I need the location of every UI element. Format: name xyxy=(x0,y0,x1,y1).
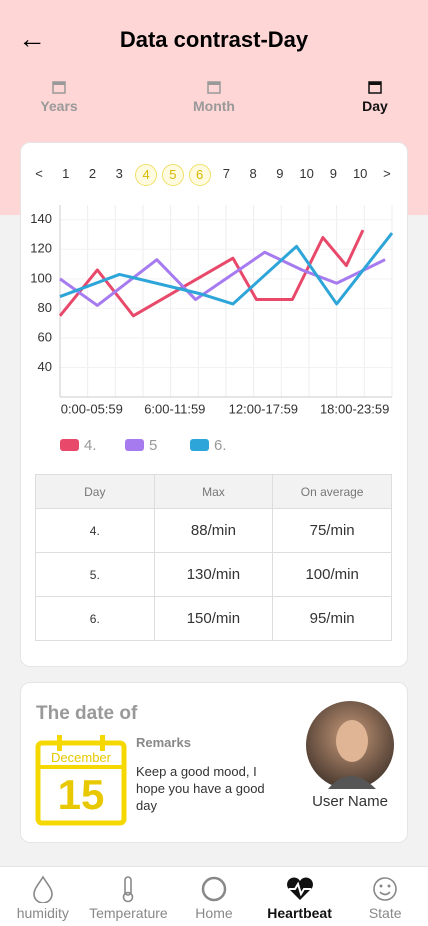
tab[interactable]: Month xyxy=(164,80,264,114)
page-item[interactable]: 9 xyxy=(329,166,338,181)
icon xyxy=(368,81,382,94)
series-line xyxy=(58,229,365,318)
page-item[interactable]: 10 xyxy=(352,166,368,181)
nav-icon xyxy=(201,876,227,902)
chart: 40 60 80 100 120 140 0:00-05:59 6:00-11:59 12:00… xyxy=(30,205,394,454)
next[interactable]: > xyxy=(383,166,391,181)
page-item[interactable]: 3 xyxy=(115,166,123,181)
nav-icon xyxy=(123,876,134,903)
nav-item[interactable]: State xyxy=(342,867,428,926)
icon xyxy=(207,81,221,94)
nav-item[interactable]: Temperature xyxy=(86,867,172,926)
avatar xyxy=(306,701,394,789)
legend-label: 4. xyxy=(84,437,97,454)
month: December xyxy=(51,750,111,765)
page-item[interactable]: 2 xyxy=(88,166,97,181)
x-tick-label: 12:00-17:59 xyxy=(229,401,298,416)
table-cell: 5. xyxy=(35,552,155,597)
nav-label: Home xyxy=(195,905,233,921)
x-tick-label: 18:00-23:59 xyxy=(320,401,389,416)
tab-label: Day xyxy=(362,98,388,114)
user-name: User Name xyxy=(312,793,388,810)
icon xyxy=(52,81,66,94)
prev[interactable]: < xyxy=(35,166,43,181)
page-item[interactable]: 1 xyxy=(62,166,70,181)
table-row: 6. 150/min 95/min xyxy=(35,596,392,641)
legend-label: 6. xyxy=(214,437,227,454)
nav-item[interactable]: Heartbeat xyxy=(257,867,343,926)
table-cell: 130/min xyxy=(153,552,274,597)
nav-label: Temperature xyxy=(89,905,168,921)
table-cell: 6. xyxy=(35,596,155,641)
legend-label: 5 xyxy=(149,437,157,454)
table-row: 4. 88/min 75/min xyxy=(35,508,392,553)
nav-icon xyxy=(373,877,397,901)
legend-swatch xyxy=(60,439,79,451)
series-line xyxy=(59,250,386,307)
legend-swatch xyxy=(190,439,209,451)
table-cell: 95/min xyxy=(272,596,392,641)
y-tick-label: 120 xyxy=(30,241,52,256)
day: 15 xyxy=(57,771,105,818)
nav-icon xyxy=(32,875,53,903)
remarks: Keep a good mood, I hope you have a good… xyxy=(136,764,265,813)
x-tick-label: 6:00-11:59 xyxy=(144,401,205,416)
x-tick-label: 0:00-05:59 xyxy=(61,401,123,416)
table-row: 5. 130/min 100/min xyxy=(35,552,392,597)
tab[interactable]: Years xyxy=(9,80,109,114)
calendar-icon xyxy=(35,735,127,826)
back-button[interactable]: ← xyxy=(18,23,46,54)
y-tick-label: 60 xyxy=(38,329,52,344)
bottom-nav: humidity Temperature Home Heartbeat State xyxy=(0,866,428,926)
legend-swatch xyxy=(125,439,144,451)
table: Day Max On average 4. 88/min 75/min 5. 130/min 1… xyxy=(35,474,392,641)
nav-item[interactable]: humidity xyxy=(0,867,86,926)
pager: < 1 2 3 4 5 6 7 8 9 10 9 10 > xyxy=(28,163,398,187)
y-tick-label: 80 xyxy=(38,300,52,315)
table-cell: 88/min xyxy=(153,508,274,553)
table-header: Day xyxy=(35,474,155,509)
page-item[interactable]: 9 xyxy=(276,166,284,181)
date-card: The date of December 15 Remarks Keep a g… xyxy=(20,682,408,843)
tab-label: Years xyxy=(40,98,78,114)
page-title: Data contrast-Day xyxy=(119,27,309,52)
table-header: On average xyxy=(272,474,392,509)
page-item[interactable]: 4 xyxy=(135,164,158,186)
nav-label: humidity xyxy=(16,905,69,921)
table-cell: 100/min xyxy=(272,552,392,597)
tab[interactable]: Day xyxy=(325,80,425,114)
page-item[interactable]: 6 xyxy=(188,164,211,186)
nav-item[interactable]: Home xyxy=(171,867,257,926)
y-tick-label: 140 xyxy=(30,211,52,226)
nav-icon xyxy=(286,877,313,900)
series-line xyxy=(59,232,394,306)
table-header: Max xyxy=(153,474,274,509)
nav-label: Heartbeat xyxy=(267,905,332,921)
page-item[interactable]: 8 xyxy=(249,166,257,181)
y-tick-label: 100 xyxy=(30,270,52,285)
page-item[interactable]: 5 xyxy=(161,164,184,186)
table-cell: 150/min xyxy=(153,596,274,641)
table-cell: 4. xyxy=(35,508,155,553)
card-title: The date of xyxy=(36,703,138,724)
table-cell: 75/min xyxy=(272,508,392,553)
page-item[interactable]: 10 xyxy=(299,166,314,181)
page-item[interactable]: 7 xyxy=(222,166,230,181)
nav-label: State xyxy=(368,905,402,921)
y-tick-label: 40 xyxy=(38,359,52,374)
remarks-title: Remarks xyxy=(136,735,191,750)
tab-label: Month xyxy=(193,98,235,114)
